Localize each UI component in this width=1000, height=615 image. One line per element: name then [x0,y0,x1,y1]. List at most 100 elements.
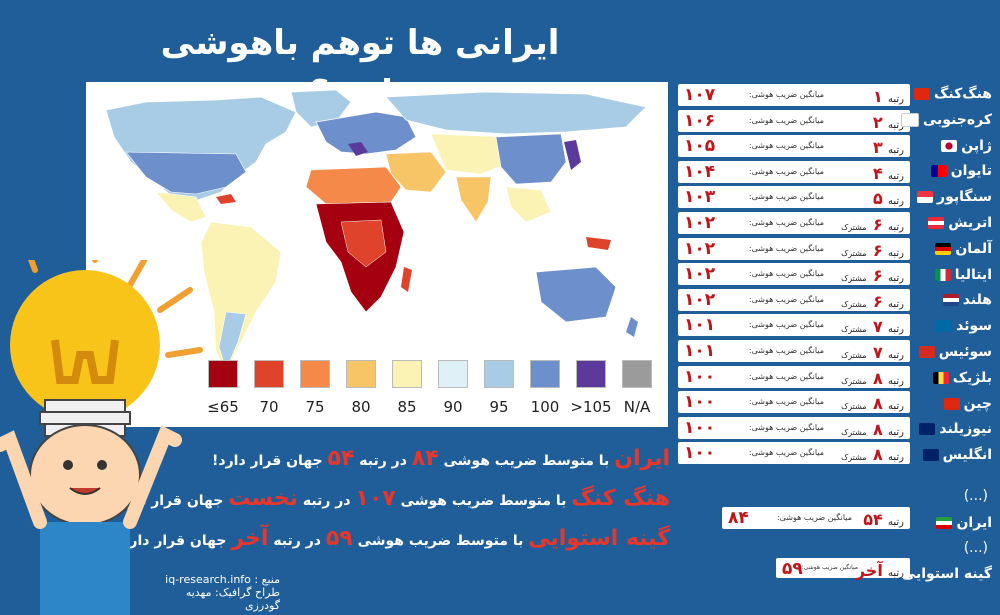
cn-flag-icon [943,397,960,410]
iq-value: ۱۰۲ [684,264,716,285]
country-name: اتریش [928,215,992,231]
world-map-graphic [105,89,647,373]
rank-text: رتبه ۲ [873,112,904,132]
lightbulb-character-illustration [0,260,203,615]
rank-text: رتبه ۶ مشترک [841,215,904,234]
iran-statement: ایران با متوسط ضریب هوشی ۸۴ در رتبه ۵۴ ج… [212,446,670,471]
it-flag-icon [934,268,951,281]
country-name: ایتالیا [934,267,992,283]
rank-row: رتبه ۶ مشترک میانگین ضریب هوشی: ۱۰۲ [678,263,910,286]
map-png [586,237,611,250]
nz-flag-icon [919,423,936,436]
rank-row: رتبه ۸ مشترک میانگین ضریب هوشی: ۱۰۰ [678,416,910,439]
rank-text: رتبه ۸ مشترک [841,394,904,414]
mean-label: میانگین ضریب هوشی: [748,371,824,381]
legend-item: >105 [568,360,614,420]
country-name: نیوزیلند [919,421,992,437]
rank-text: رتبه ۵ [873,189,904,209]
iq-value: ۱۰۲ [684,213,716,233]
rank-row: رتبه ۶ مشترک میانگین ضریب هوشی: ۱۰۲ [678,288,910,311]
legend-swatch [438,360,468,388]
mean-label: میانگین ضریب هوشی: [748,141,824,151]
ellipsis: (...) [963,488,988,504]
rank-text: رتبه ۸ مشترک [841,419,904,439]
mean-label: میانگین ضریب هوشی: [748,218,824,227]
mean-label: میانگین ضریب هوشی: [748,320,824,330]
at-flag-icon [928,217,945,229]
iq-value: ۱۰۲ [684,238,716,259]
mean-label: میانگین ضریب هوشی: [748,90,824,99]
mean-label: میانگین ضریب هوشی: [748,166,824,176]
legend-item: 80 [338,360,384,420]
map-africa-mid [340,219,387,268]
designer-credit: طراح گرافیک: مهدیه گودرزی [185,586,280,612]
legend-swatch [530,360,560,388]
iran-rank-row: رتبه ۵۴ میانگین ضریب هوشی: ۸۴ [722,507,910,529]
mean-label: میانگین ضریب هوشی: [748,192,824,202]
legend-label: >105 [570,398,612,416]
legend-item: 70 [246,360,292,420]
country-name: تایوان [930,163,992,179]
country-iran: ایران [936,515,992,531]
rank-row: رتبه ۷ مشترک میانگین ضریب هوشی: ۱۰۱ [678,314,910,337]
map-caribbean [216,194,236,204]
legend-label: 85 [397,398,417,416]
jp-flag-icon [941,139,958,152]
rank-text: رتبه ۷ مشترک [841,343,904,362]
map-central-asia [430,133,512,175]
source-url: iq-research.info [165,573,251,586]
rank-text: رتبه ۸ مشترک [841,368,904,388]
se-flag-icon [936,320,953,333]
hongkong-statement: هنگ کنگ با متوسط ضریب هوشی ۱۰۷ در رتبه ن… [112,486,670,511]
legend-item: N/A [614,360,660,420]
iq-value: ۱۰۵ [684,136,716,157]
rank-row: رتبه ۸ مشترک میانگین ضریب هوشی: ۱۰۰ [678,391,910,414]
kr-flag-icon [900,112,919,127]
map-madagascar [401,267,412,292]
legend-label: 75 [305,398,325,416]
map-legend: ≤65 70 75 80 85 90 95 100 >105 N/A [200,360,660,420]
mean-label: میانگین ضریب هوشی: [748,346,824,355]
iq-value: ۱۰۱ [684,315,716,336]
rank-text: رتبه ۸ مشترک [841,445,904,465]
map-europe-purple [348,142,368,156]
rank-row: رتبه ۶ مشترک میانگین ضریب هوشی: ۱۰۲ [678,212,910,234]
country-name: سوئد [936,318,992,334]
legend-label: ≤65 [207,398,239,416]
rank-row: رتبه ۶ مشترک میانگین ضریب هوشی: ۱۰۲ [678,237,910,260]
iq-value: ۱۰۴ [684,161,716,182]
iran-flag-icon [936,517,953,529]
legend-swatch [208,360,238,388]
legend-item: 75 [292,360,338,420]
mean-label: میانگین ضریب هوشی: [776,513,852,522]
legend-swatch [484,360,514,388]
mean-label: میانگین ضریب هوشی: [748,243,824,253]
mean-label: میانگین ضریب هوشی: [748,397,824,407]
legend-swatch [622,360,652,388]
map-japan-korea [564,140,581,170]
mean-label: میانگین ضریب هوشی: [801,564,858,571]
rank-text: رتبه آخر [855,561,904,580]
country-name: هنگ‌کنگ [914,86,992,102]
rank-text: رتبه ۶ مشترک [841,266,904,286]
legend-item: 100 [522,360,568,420]
iq-value: ۱۰۰ [684,366,716,387]
hk-flag-icon [914,88,931,100]
country-name: کره‌جنوبی [900,112,992,128]
mean-label: میانگین ضریب هوشی: [748,448,824,458]
legend-label: 70 [259,398,279,416]
ch-flag-icon [918,346,935,358]
country-name: هلند [942,292,992,308]
mean-label: میانگین ضریب هوشی: [748,422,824,432]
sg-flag-icon [917,191,934,204]
country-name: آلمان [935,241,992,257]
map-south-america [200,221,282,373]
legend-item: 90 [430,360,476,420]
gb-flag-icon [922,449,939,462]
nl-flag-icon [942,294,959,307]
country-name: انگلیس [922,447,992,463]
ellipsis: (...) [963,540,988,556]
map-india [455,176,492,223]
de-flag-icon [935,242,952,255]
country-guinea: گینه استوایی [901,566,992,582]
